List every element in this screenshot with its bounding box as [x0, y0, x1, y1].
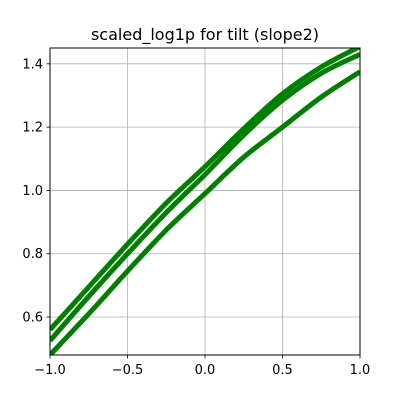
- plot-area: −1.0 −0.5 0.0 0.5 1.0 0.6 0.8 1.0 1.2 1.4: [22, 47, 370, 378]
- y-tick-label: 1.0: [22, 184, 43, 199]
- y-tick-label: 0.8: [22, 247, 43, 262]
- x-tick-label: 0.5: [272, 363, 293, 378]
- series-layer: [50, 48, 360, 355]
- series-line-1: [50, 52, 360, 343]
- x-tick-label: −1.0: [34, 363, 66, 378]
- x-axis: −1.0 −0.5 0.0 0.5 1.0: [34, 355, 370, 378]
- y-tick-label: 1.4: [22, 57, 43, 72]
- y-axis: 0.6 0.8 1.0 1.2 1.4: [22, 57, 50, 326]
- y-tick-label: 0.6: [22, 311, 43, 326]
- x-tick-label: 0.0: [195, 363, 216, 378]
- x-tick-label: 1.0: [350, 363, 371, 378]
- chart-title: scaled_log1p for tilt (slope2): [91, 25, 319, 45]
- y-tick-label: 1.2: [22, 121, 43, 136]
- series-line-3: [50, 69, 360, 355]
- x-tick-label: −0.5: [112, 363, 144, 378]
- series-line-2: [50, 48, 360, 332]
